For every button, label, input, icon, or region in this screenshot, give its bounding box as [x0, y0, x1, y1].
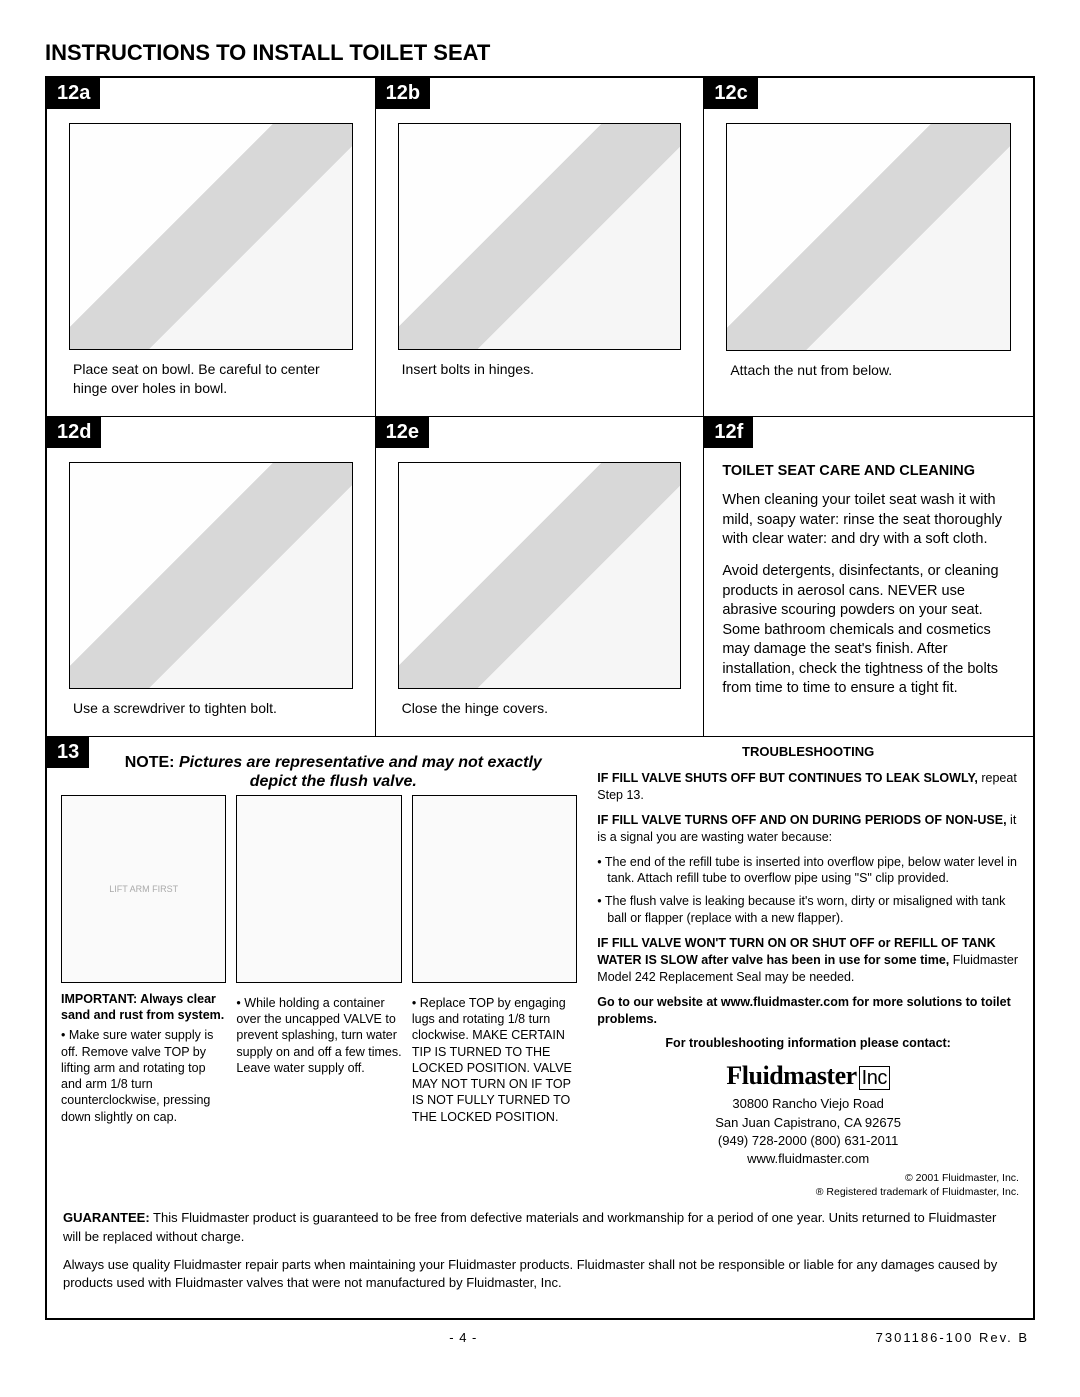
s13-note: NOTE: Pictures are representative and ma…	[89, 743, 577, 795]
addr1: 30800 Rancho Viejo Road	[597, 1095, 1019, 1113]
note-text: Pictures are representative and may not …	[179, 754, 542, 790]
illustration-12a	[69, 123, 353, 350]
ts-li1: The end of the refill tube is inserted i…	[597, 854, 1019, 888]
page-title: INSTRUCTIONS TO INSTALL TOILET SEAT	[45, 40, 1035, 66]
ts-li2: The flush valve is leaking because it's …	[597, 893, 1019, 927]
logo-text: Fluidmaster	[726, 1061, 856, 1090]
step-label: 12f	[704, 417, 753, 448]
step-label-13: 13	[47, 737, 89, 768]
caption-12b: Insert bolts in hinges.	[376, 360, 704, 397]
page-number: - 4 -	[51, 1330, 876, 1345]
note-prefix: NOTE:	[125, 754, 175, 771]
s13-left: 13 NOTE: Pictures are representative and…	[47, 737, 589, 1200]
care-p2: Avoid detergents, disinfectants, or clea…	[722, 562, 1015, 699]
care-heading: TOILET SEAT CARE AND CLEANING	[722, 462, 1015, 482]
page-footer: - 4 - 7301186-100 Rev. B	[45, 1320, 1035, 1345]
step-12b: 12b Insert bolts in hinges.	[376, 78, 705, 417]
mini-cap-1: Make sure water supply is off. Remove va…	[61, 1027, 226, 1125]
caption-12d: Use a screwdriver to tighten bolt.	[47, 699, 375, 736]
caption-12c: Attach the nut from below.	[704, 361, 1033, 398]
caption-12a: Place seat on bowl. Be careful to center…	[47, 360, 375, 416]
mini-illus-3	[412, 795, 577, 983]
step-label: 12b	[376, 78, 430, 109]
address: 30800 Rancho Viejo Road San Juan Capistr…	[597, 1095, 1019, 1168]
brand-logo: FluidmasterInc	[597, 1058, 1019, 1093]
illustration-12e	[398, 462, 682, 689]
mini-captions: IMPORTANT: Always clear sand and rust fr…	[61, 991, 577, 1125]
contact-heading: For troubleshooting information please c…	[597, 1035, 1019, 1052]
care-text: TOILET SEAT CARE AND CLEANING When clean…	[704, 448, 1033, 729]
ts-p4: Go to our website at www.fluidmaster.com…	[597, 994, 1019, 1028]
guarantee-label: GUARANTEE:	[63, 1210, 150, 1225]
step-label: 12a	[47, 78, 100, 109]
guarantee-p2: Always use quality Fluidmaster repair pa…	[63, 1256, 1017, 1292]
instruction-frame: 12a Place seat on bowl. Be careful to ce…	[45, 76, 1035, 1320]
fine1: © 2001 Fluidmaster, Inc.	[597, 1172, 1019, 1186]
step-12f: 12f TOILET SEAT CARE AND CLEANING When c…	[704, 417, 1033, 736]
section-13: 13 NOTE: Pictures are representative and…	[47, 736, 1033, 1319]
step-label: 12e	[376, 417, 429, 448]
ts-p1a: IF FILL VALVE SHUTS OFF BUT CONTINUES TO…	[597, 771, 978, 785]
revision: 7301186-100 Rev. B	[876, 1330, 1029, 1345]
ts-p3a: IF FILL VALVE WON'T TURN ON OR SHUT OFF …	[597, 936, 995, 967]
fine-print: © 2001 Fluidmaster, Inc. ® Registered tr…	[597, 1172, 1019, 1199]
illustration-12d	[69, 462, 353, 689]
caption-12e: Close the hinge covers.	[376, 699, 704, 736]
step-12e: 12e Close the hinge covers.	[376, 417, 705, 736]
steps-grid: 12a Place seat on bowl. Be careful to ce…	[47, 78, 1033, 736]
guarantee-block: GUARANTEE: This Fluidmaster product is g…	[47, 1199, 1033, 1318]
fine2: ® Registered trademark of Fluidmaster, I…	[597, 1186, 1019, 1200]
troubleshooting: TROUBLESHOOTING IF FILL VALVE SHUTS OFF …	[589, 737, 1033, 1200]
mini-illus-row: LIFT ARM FIRST	[61, 795, 577, 983]
addr4: www.fluidmaster.com	[597, 1150, 1019, 1168]
ts-p2a: IF FILL VALVE TURNS OFF AND ON DURING PE…	[597, 813, 1006, 827]
addr2: San Juan Capistrano, CA 92675	[597, 1114, 1019, 1132]
guarantee-text: This Fluidmaster product is guaranteed t…	[63, 1210, 996, 1243]
logo-inc: Inc	[859, 1066, 890, 1090]
mini-illus-1: LIFT ARM FIRST	[61, 795, 226, 983]
troubleshooting-heading: TROUBLESHOOTING	[597, 743, 1019, 761]
care-p1: When cleaning your toilet seat wash it w…	[722, 491, 1015, 550]
step-12c: 12c Attach the nut from below.	[704, 78, 1033, 417]
step-12a: 12a Place seat on bowl. Be careful to ce…	[47, 78, 376, 417]
addr3: (949) 728-2000 (800) 631-2011	[597, 1132, 1019, 1150]
illustration-12c	[726, 123, 1011, 351]
illustration-12b	[398, 123, 682, 350]
important-note: IMPORTANT: Always clear sand and rust fr…	[61, 991, 226, 1024]
mini-cap-3: Replace TOP by engaging lugs and rotatin…	[412, 995, 577, 1125]
step-label: 12c	[704, 78, 757, 109]
mini-illus-2	[236, 795, 401, 983]
step-12d: 12d Use a screwdriver to tighten bolt.	[47, 417, 376, 736]
step-label: 12d	[47, 417, 101, 448]
mini-cap-2: While holding a container over the uncap…	[236, 995, 401, 1076]
